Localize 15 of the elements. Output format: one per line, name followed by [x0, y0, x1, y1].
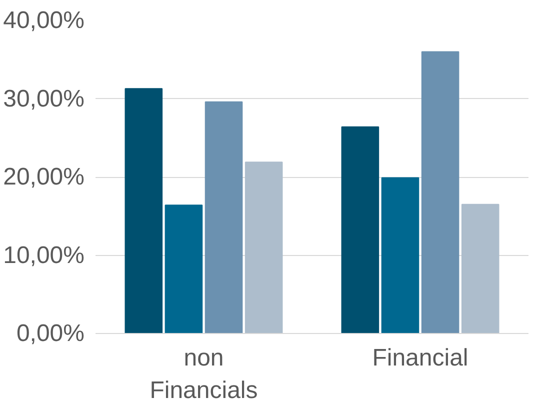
bar [244, 162, 283, 334]
y-tick-label: 10,00% [3, 242, 85, 269]
y-tick-label: 20,00% [3, 164, 85, 190]
y-tick-label: 40,00% [3, 7, 85, 34]
bar [341, 126, 380, 334]
x-tick-label: Financial [372, 344, 468, 372]
bar [204, 101, 243, 334]
y-tick-label: 30,00% [3, 85, 85, 112]
bar [381, 177, 420, 334]
bar [461, 204, 500, 334]
bar [124, 88, 163, 334]
x-tick-label: non Financials [150, 344, 258, 404]
y-tick-label: 0,00% [16, 320, 85, 347]
bar [164, 204, 203, 334]
bar [421, 51, 460, 334]
